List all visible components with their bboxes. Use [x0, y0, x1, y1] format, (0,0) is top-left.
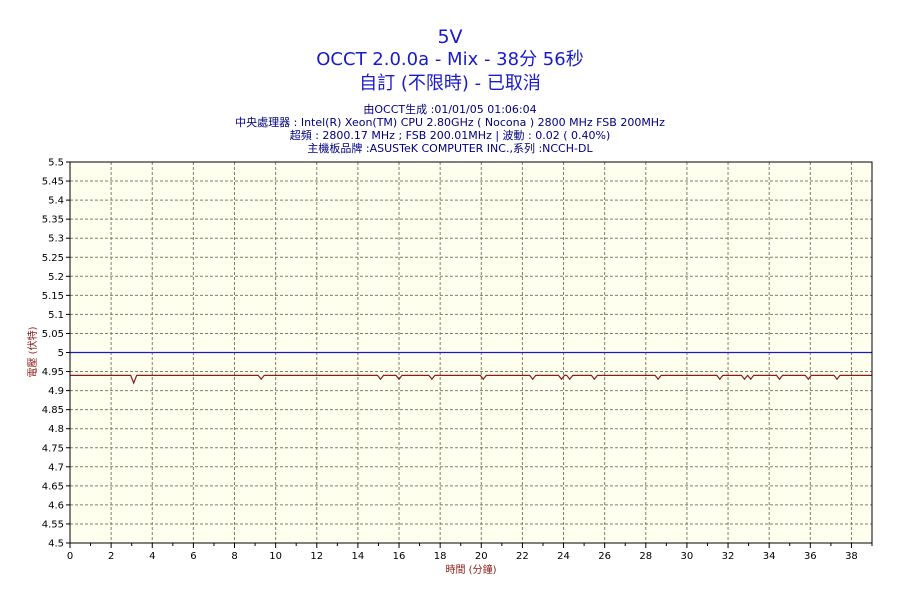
- info-cpu: 中央處理器 : Intel(R) Xeon(TM) CPU 2.80GHz ( …: [235, 116, 665, 129]
- chart-subtitle-mode: 自訂 (不限時) - 已取消: [359, 73, 541, 94]
- data-point: [560, 378, 563, 380]
- x-tick-label: 8: [231, 551, 237, 562]
- y-tick-label: 4.6: [48, 500, 64, 511]
- data-point: [133, 382, 135, 384]
- y-tick-label: 4.8: [48, 424, 64, 435]
- x-tick-label: 2: [108, 551, 114, 562]
- x-tick-label: 10: [269, 551, 282, 562]
- y-tick-label: 4.95: [42, 367, 64, 378]
- info-generated: 由OCCT生成 :01/01/05 01:06:04: [363, 103, 537, 116]
- y-tick-label: 5.35: [42, 215, 64, 226]
- x-tick-label: 18: [434, 551, 447, 562]
- info-overclock: 超頻 : 2800.17 MHz ; FSB 200.01MHz | 波動 : …: [289, 129, 611, 142]
- x-tick-label: 22: [516, 551, 529, 562]
- y-tick-label: 4.85: [42, 405, 64, 416]
- x-tick-label: 6: [190, 551, 196, 562]
- y-tick-label: 4.75: [42, 443, 64, 454]
- x-tick-label: 36: [804, 551, 817, 562]
- x-tick-label: 12: [310, 551, 323, 562]
- x-tick-label: 4: [149, 551, 155, 562]
- data-point: [260, 378, 262, 380]
- y-tick-label: 5.15: [42, 291, 64, 302]
- y-tick-label: 5.05: [42, 329, 64, 340]
- series: [70, 374, 872, 385]
- y-tick-label: 5.2: [48, 272, 64, 283]
- y-tick-label: 5.45: [42, 177, 64, 188]
- y-tick-label: 5.25: [42, 253, 64, 264]
- x-tick-label: 34: [763, 551, 776, 562]
- info-motherboard: 主機板品牌 :ASUSTeK COMPUTER INC.,系列 :NCCH-DL: [307, 142, 593, 155]
- y-tick-label: 5.5: [48, 158, 64, 169]
- y-tick-label: 5.1: [48, 310, 64, 321]
- x-tick-label: 26: [598, 551, 611, 562]
- x-tick-label: 30: [681, 551, 694, 562]
- x-axis: 0 2 4 6 8 10 12 14 16 18 20 22 24 26 28 30 32 34 36 38: [67, 543, 873, 562]
- y-tick-label: 5.3: [48, 234, 64, 245]
- x-tick-label: 32: [722, 551, 735, 562]
- x-tick-label: 24: [557, 551, 570, 562]
- chart-title: 5V: [437, 26, 463, 48]
- y-tick-label: 4.55: [42, 519, 64, 530]
- data-point: [836, 378, 838, 380]
- data-point: [743, 378, 746, 380]
- data-point: [398, 378, 400, 380]
- data-point: [719, 378, 721, 380]
- data-point: [482, 378, 484, 380]
- y-tick-label: 5: [58, 348, 64, 359]
- y-tick-label: 4.7: [48, 462, 64, 473]
- y-axis-label: 電壓 (伏特): [26, 326, 39, 377]
- x-axis-label: 時間 (分鐘): [446, 563, 497, 576]
- data-point: [778, 378, 781, 380]
- x-tick-label: 38: [845, 551, 858, 562]
- x-tick-label: 0: [67, 551, 73, 562]
- data-point: [807, 378, 809, 380]
- y-tick-label: 5.4: [48, 196, 64, 207]
- data-point: [532, 378, 534, 380]
- data-point: [431, 378, 433, 380]
- y-tick-label: 4.5: [48, 539, 64, 550]
- y-tick-label: 4.9: [48, 386, 64, 397]
- data-point: [593, 378, 595, 380]
- x-tick-label: 14: [352, 551, 365, 562]
- data-point: [750, 378, 752, 380]
- x-tick-label: 28: [639, 551, 652, 562]
- x-tick-label: 16: [393, 551, 406, 562]
- data-point: [657, 378, 659, 380]
- y-tick-label: 4.65: [42, 481, 64, 492]
- x-tick-label: 20: [475, 551, 488, 562]
- chart-subtitle-test: OCCT 2.0.0a - Mix - 38分 56秒: [316, 49, 584, 70]
- y-axis: 4.5 4.55 4.6 4.65 4.7 4.75 4.8 4.85 4.9 4.95 5 5.05…: [42, 158, 70, 550]
- data-point: [569, 378, 571, 380]
- data-point: [379, 378, 382, 380]
